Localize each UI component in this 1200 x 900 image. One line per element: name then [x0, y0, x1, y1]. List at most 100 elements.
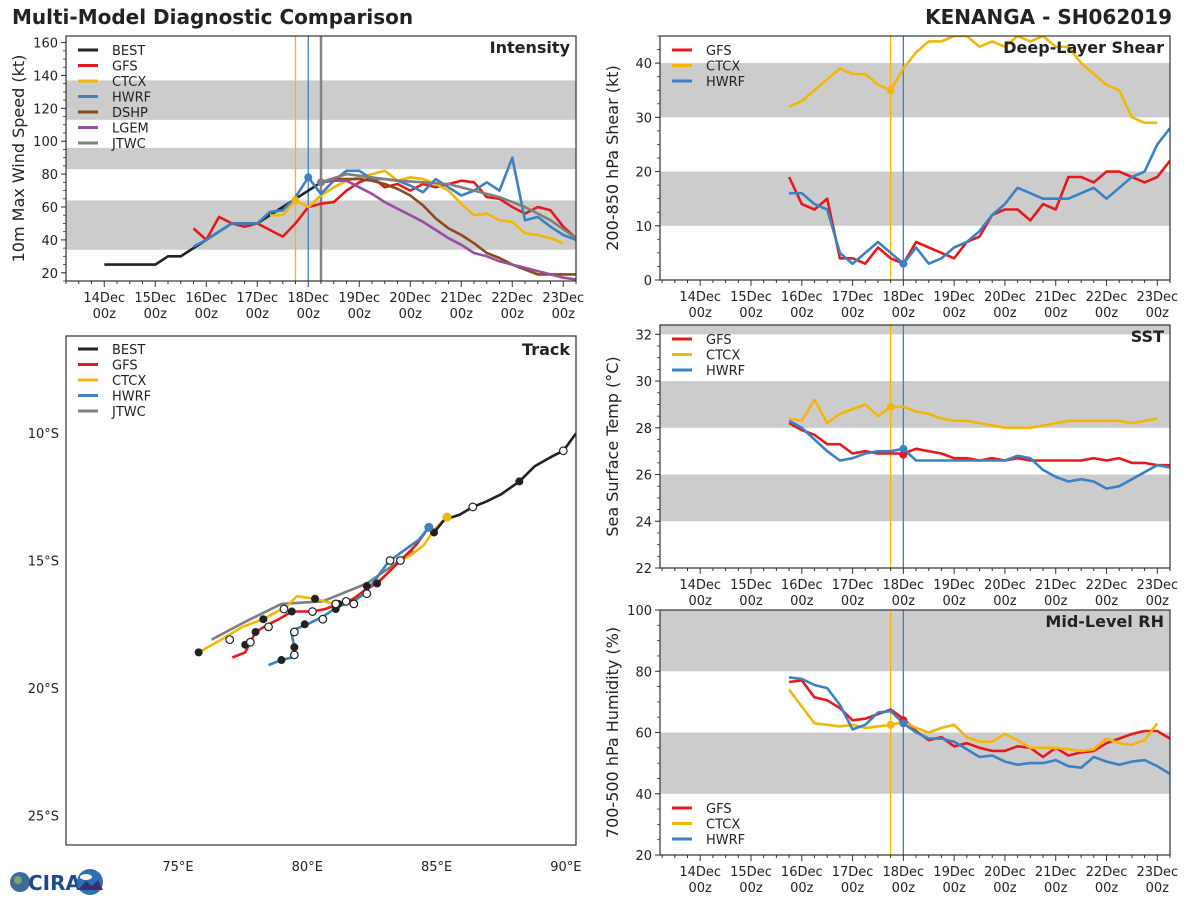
y-tick-label: 140 [33, 69, 58, 84]
x-tick-label: 23Dec [1136, 290, 1178, 305]
x-tick-label: 80°E [292, 860, 323, 875]
logo-text: CIRA [28, 871, 82, 895]
x-tick-label: 00z [552, 307, 576, 322]
track-point-filled [251, 627, 260, 636]
legend-label-hwrf: HWRF [706, 833, 745, 848]
legend-label-hwrf: HWRF [112, 91, 151, 106]
marker-hwrf [899, 444, 908, 453]
plot-area [660, 36, 1170, 280]
plot-frame [65, 335, 577, 846]
legend-label-best: BEST [112, 343, 145, 358]
gray-band [660, 610, 1170, 672]
y-tick-label: 60 [41, 201, 58, 216]
marker-hwrf [899, 719, 908, 728]
x-tick-label: 00z [892, 881, 916, 896]
y-tick-label: 22 [635, 562, 652, 577]
x-tick-label: 23Dec [1136, 578, 1178, 593]
chart-title: Mid-Level RH [1045, 612, 1164, 631]
x-tick-label: 00z [93, 307, 117, 322]
marker-hwrf [899, 259, 908, 268]
x-tick-label: 21Dec [1035, 290, 1077, 305]
x-tick-label: 15Dec [730, 578, 772, 593]
x-tick-label: 00z [1044, 881, 1068, 896]
y-tick-label: 40 [635, 788, 652, 803]
track-point-open [289, 650, 299, 660]
track-point-filled [300, 620, 309, 629]
series-dshp [320, 177, 576, 276]
x-tick-label: 00z [297, 307, 321, 322]
x-tick-label: 00z [841, 594, 865, 609]
x-tick-label: 00z [942, 306, 966, 321]
x-tick-label: 14Dec [83, 291, 125, 306]
track-point-open [264, 622, 273, 632]
track-point-filled [515, 477, 524, 486]
track-point-filled [287, 607, 296, 616]
y-tick-label: 40 [41, 234, 58, 249]
chart-shear: 01020304014Dec00z15Dec00z16Dec00z17Dec00… [603, 35, 1178, 321]
x-tick-label: 00z [993, 881, 1017, 896]
marker-hwrf [304, 173, 313, 182]
x-tick-label: 00z [841, 881, 865, 896]
track-point-filled [362, 582, 371, 591]
x-tick-label: 21Dec [1035, 578, 1077, 593]
y-tick-label: 20 [41, 267, 58, 282]
track-point-open [279, 604, 289, 614]
legend-label-best: BEST [112, 44, 145, 59]
x-tick-label: 20Dec [984, 578, 1026, 593]
y-axis-label: 200-850 hPa Shear (kt) [603, 65, 622, 251]
x-tick-label: 17Dec [832, 865, 874, 880]
legend-label-ctcx: CTCX [706, 60, 740, 75]
x-tick-label: 17Dec [832, 578, 874, 593]
x-tick-label: 16Dec [781, 290, 823, 305]
x-tick-label: 00z [1044, 594, 1068, 609]
x-tick-label: 21Dec [1035, 865, 1077, 880]
x-tick-label: 75°E [162, 860, 193, 875]
series-lgem [320, 179, 576, 281]
marker-ctcx [886, 86, 895, 95]
x-tick-label: 00z [993, 306, 1017, 321]
chart-title: SST [1131, 327, 1164, 346]
legend-label-hwrf: HWRF [112, 390, 151, 405]
x-tick-label: 00z [739, 306, 763, 321]
track-point-open [289, 627, 299, 637]
y-tick-label: 80 [635, 665, 652, 680]
x-tick-label: 00z [450, 307, 474, 322]
x-tick-label: 00z [1044, 306, 1068, 321]
x-tick-label: 00z [399, 307, 423, 322]
series-ctcx [270, 169, 564, 245]
y-tick-label: 20°S [28, 682, 59, 697]
track-best [432, 432, 576, 534]
x-tick-label: 00z [1146, 306, 1170, 321]
x-tick-label: 00z [246, 307, 270, 322]
x-tick-label: 00z [1146, 594, 1170, 609]
x-tick-label: 14Dec [679, 865, 721, 880]
legend-label-jtwc: JTWC [111, 405, 146, 420]
chart-title: Track [522, 340, 570, 359]
x-tick-label: 21Dec [440, 291, 482, 306]
x-tick-label: 85°E [421, 860, 452, 875]
y-tick-label: 40 [635, 57, 652, 72]
track-point-open [308, 607, 317, 616]
y-axis-label: 700-500 hPa Humidity (%) [603, 627, 622, 838]
x-tick-label: 19Dec [933, 865, 975, 880]
cira-logo: CIRA [10, 869, 103, 895]
x-tick-label: 15Dec [730, 290, 772, 305]
x-tick-label: 00z [1095, 306, 1119, 321]
y-axis-label: 10m Max Wind Speed (kt) [9, 55, 28, 263]
x-tick-label: 17Dec [236, 291, 278, 306]
gray-band [660, 474, 1170, 522]
x-tick-label: 00z [790, 881, 814, 896]
x-tick-label: 18Dec [883, 865, 925, 880]
storm-title: KENANGA - SH062019 [925, 5, 1172, 29]
series-gfs [788, 679, 1170, 759]
y-tick-label: 28 [635, 422, 652, 437]
plot-area [66, 36, 576, 281]
x-tick-label: 00z [144, 307, 168, 322]
chart-rh: 2040608010014Dec00z15Dec00z16Dec00z17Dec… [603, 604, 1178, 896]
x-tick-label: 20Dec [984, 865, 1026, 880]
y-tick-label: 60 [635, 727, 652, 742]
x-tick-label: 19Dec [933, 290, 975, 305]
y-tick-label: 32 [635, 328, 652, 343]
y-axis-label: Sea Surface Temp (°C) [603, 356, 622, 536]
